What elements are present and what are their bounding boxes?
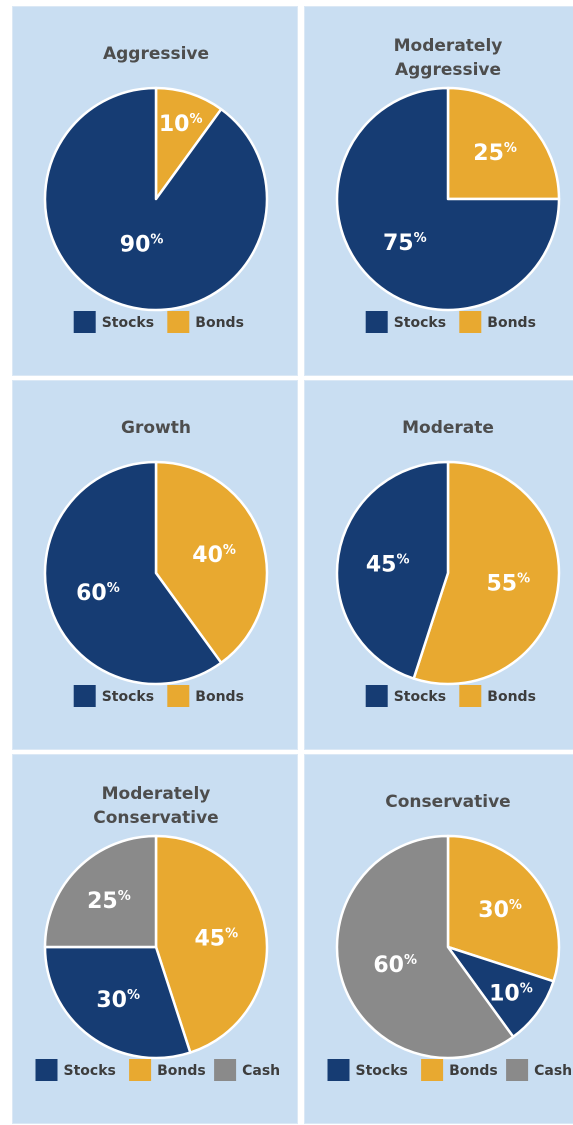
pie-slice-stocks (43, 86, 269, 312)
legend-swatch-stocks (365, 685, 388, 707)
pie-slice-stocks (43, 945, 192, 1060)
portfolio-allocation-grid: Aggressive 10% 90% Stocks Bonds Moderately Ag… (12, 6, 573, 1124)
legend-label-cash: Cash (534, 1063, 572, 1079)
slice-label-bonds: 45% (194, 926, 238, 951)
pie-slice-bonds (446, 834, 561, 983)
slice-label-bonds: 30% (478, 898, 522, 923)
pie-slice-stocks (43, 460, 223, 686)
chart-title-line: Conservative (93, 808, 218, 828)
slice-label-cash: 60% (373, 953, 417, 978)
legend-label-stocks: Stocks (394, 315, 446, 331)
legend-swatch-stocks (365, 311, 388, 333)
legend-swatch-stocks (73, 685, 96, 707)
legend-swatch-bonds (167, 685, 190, 707)
legend-label-bonds: Bonds (449, 1063, 498, 1079)
legend-label-bonds: Bonds (487, 689, 536, 705)
panel-conservative: Conservative 30% 10% 60% Stocks Bonds Cash (304, 754, 573, 1124)
panel-moderately-conservative: Moderately Conservative 45% 30% 25% Stocks Bon… (12, 754, 298, 1124)
pie-slice-stocks (335, 460, 450, 680)
chart-title: Aggressive (103, 44, 209, 64)
panel-moderately-aggressive: Moderately Aggressive 25% 75% Stocks Bonds (304, 6, 573, 376)
legend-swatch-cash (506, 1059, 529, 1081)
slice-label-bonds: 25% (473, 141, 517, 166)
pie-slice-bonds (446, 86, 561, 201)
pie-slice-cash (43, 834, 158, 949)
panel-aggressive: Aggressive 10% 90% Stocks Bonds (12, 6, 298, 376)
pie-slice-bonds (412, 460, 561, 686)
pie-slice-stocks (335, 86, 561, 312)
legend-swatch-bonds (167, 311, 190, 333)
slice-label-stocks: 60% (76, 581, 120, 606)
legend-swatch-bonds (459, 685, 482, 707)
slice-label-stocks: 30% (96, 988, 140, 1013)
legend-label-stocks: Stocks (356, 1063, 408, 1079)
pie-chart-moderately-conservative: Moderately Conservative 45% 30% 25% Stocks Bon… (35, 784, 280, 1081)
pie-slice-cash (335, 834, 515, 1060)
legend-label-bonds: Bonds (157, 1063, 206, 1079)
panel-moderate: Moderate 55% 45% Stocks Bonds (304, 380, 573, 750)
panel-growth: Growth 40% 60% Stocks Bonds (12, 380, 298, 750)
legend-label-bonds: Bonds (195, 315, 244, 331)
chart-title: Growth (121, 418, 191, 438)
chart-title: Conservative (385, 792, 510, 812)
slice-label-bonds: 55% (486, 572, 530, 597)
legend-swatch-cash (214, 1059, 237, 1081)
slice-label-stocks: 90% (120, 232, 164, 257)
legend-label-bonds: Bonds (487, 315, 536, 331)
slice-label-bonds: 10% (159, 112, 203, 137)
pie-chart-aggressive: Aggressive 10% 90% Stocks Bonds (43, 44, 269, 333)
legend-swatch-bonds (459, 311, 482, 333)
legend-swatch-stocks (35, 1059, 58, 1081)
legend-label-stocks: Stocks (102, 315, 154, 331)
slice-label-bonds: 40% (192, 543, 236, 568)
slice-label-cash: 25% (87, 889, 131, 914)
legend-swatch-bonds (129, 1059, 152, 1081)
chart-title-line: Aggressive (395, 60, 501, 80)
legend-label-bonds: Bonds (195, 689, 244, 705)
chart-title-line: Moderately (394, 36, 503, 56)
legend-label-stocks: Stocks (64, 1063, 116, 1079)
chart-title: Moderate (402, 418, 494, 438)
slice-label-stocks: 75% (383, 231, 427, 256)
pie-chart-moderate: Moderate 55% 45% Stocks Bonds (335, 418, 561, 707)
legend-swatch-bonds (421, 1059, 444, 1081)
legend-label-cash: Cash (242, 1063, 280, 1079)
pie-chart-moderately-aggressive: Moderately Aggressive 25% 75% Stocks Bonds (335, 36, 561, 333)
pie-chart-conservative: Conservative 30% 10% 60% Stocks Bonds Cash (327, 792, 572, 1081)
pie-slice-bonds (154, 834, 269, 1054)
slice-label-stocks: 45% (366, 552, 410, 577)
legend-swatch-stocks (327, 1059, 350, 1081)
chart-title-line: Moderately (102, 784, 211, 804)
slice-label-stocks: 10% (489, 982, 533, 1007)
legend-label-stocks: Stocks (102, 689, 154, 705)
pie-slice-bonds (154, 460, 269, 665)
legend-label-stocks: Stocks (394, 689, 446, 705)
pie-chart-growth: Growth 40% 60% Stocks Bonds (43, 418, 269, 707)
legend-swatch-stocks (73, 311, 96, 333)
